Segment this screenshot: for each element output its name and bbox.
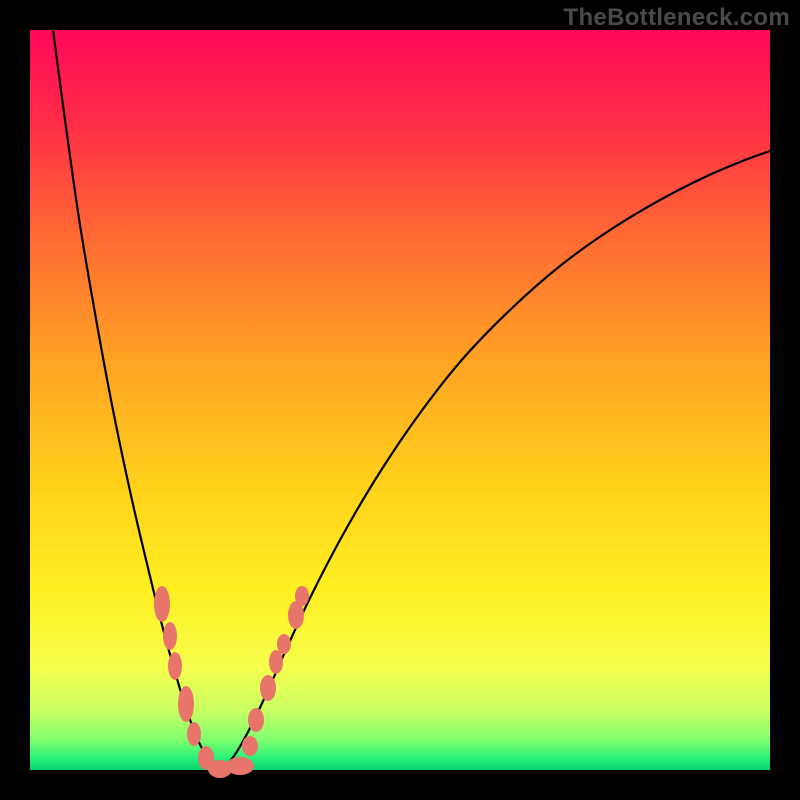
chart-stage: TheBottleneck.com [0, 0, 800, 800]
data-point-marker [242, 736, 258, 756]
data-point-marker [277, 634, 291, 654]
data-point-marker [154, 586, 170, 622]
plot-svg [0, 0, 800, 800]
data-point-marker [168, 652, 182, 680]
background-gradient-rect [30, 30, 770, 770]
data-point-marker [269, 650, 283, 674]
watermark-text: TheBottleneck.com [564, 4, 790, 32]
data-point-marker [260, 675, 276, 701]
data-point-marker [226, 757, 254, 775]
data-point-marker [187, 722, 201, 746]
data-point-marker [163, 622, 177, 650]
data-point-marker [295, 586, 309, 606]
data-point-marker [248, 708, 264, 732]
data-point-marker [178, 686, 194, 722]
